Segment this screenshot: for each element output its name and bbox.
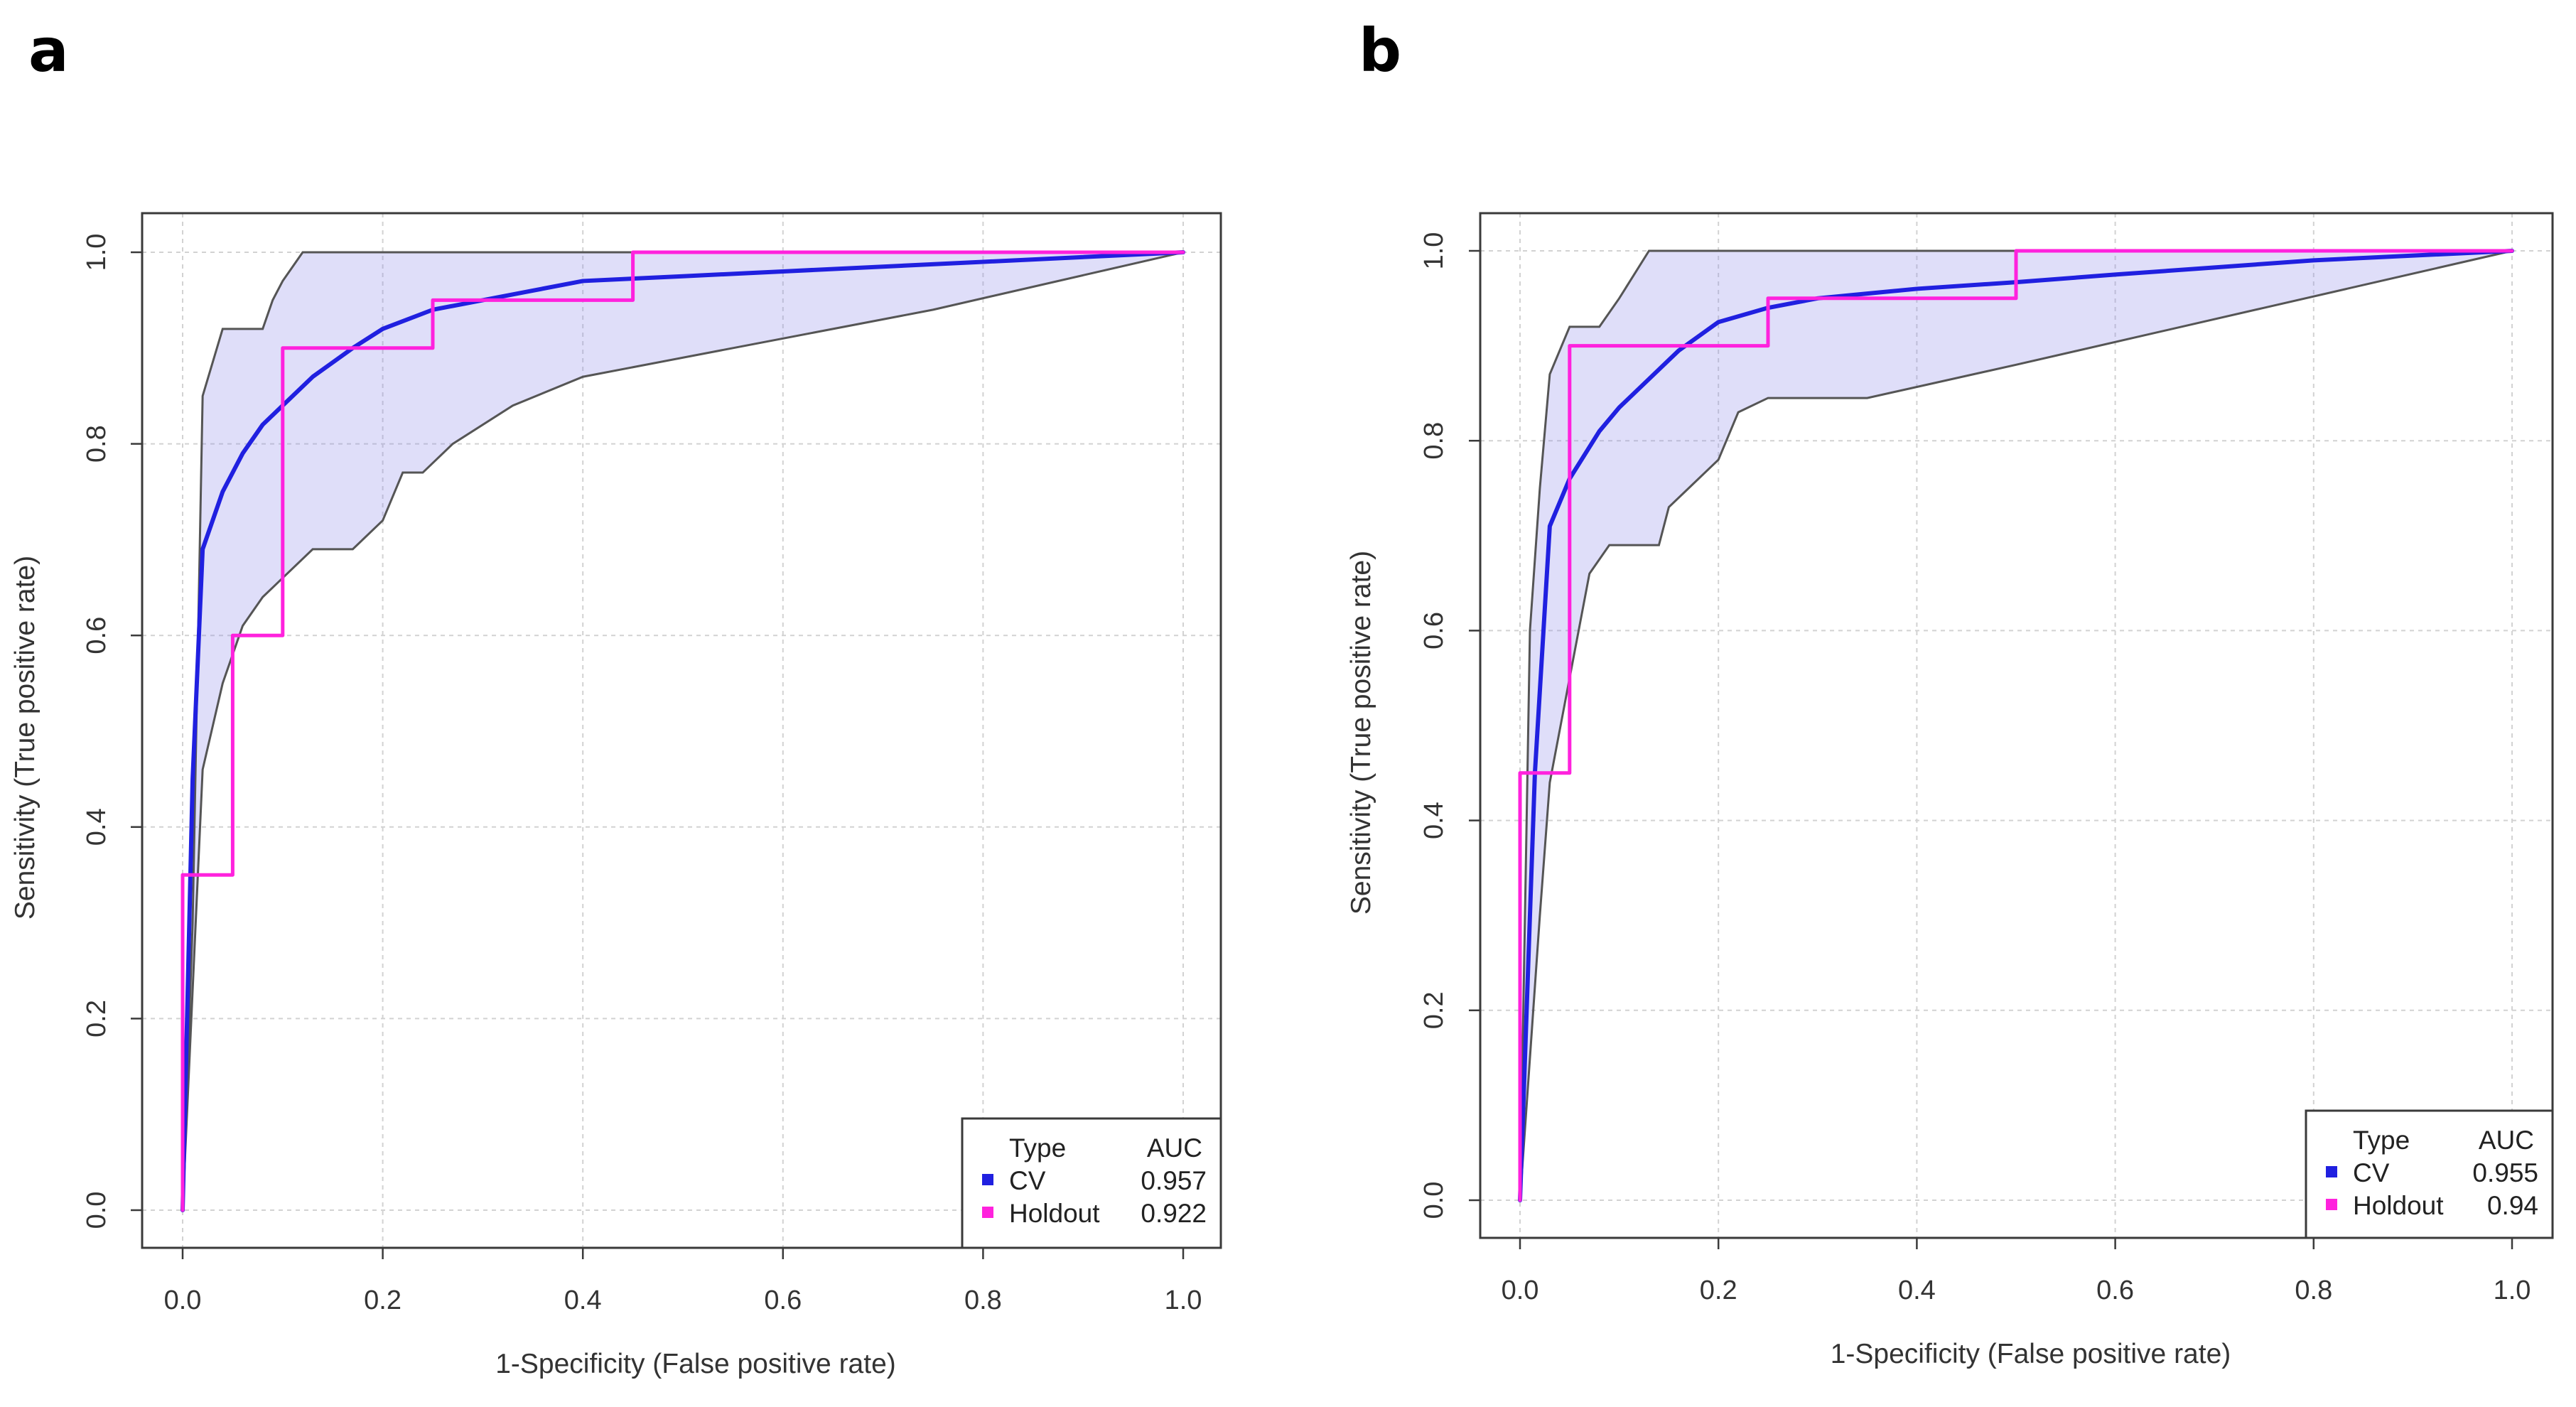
panel-b-y-tick-label: 0.6 bbox=[1419, 612, 1449, 649]
panel-b-y-tick-label: 1.0 bbox=[1419, 232, 1449, 270]
panel-b-y-tick-label: 0.2 bbox=[1419, 991, 1449, 1029]
panel-a-ci-band bbox=[183, 252, 1183, 1210]
panel-b-legend-label-cv: CV bbox=[2353, 1158, 2390, 1187]
panel-a-y-tick-label: 1.0 bbox=[82, 234, 112, 271]
panel-b-x-tick-label: 0.2 bbox=[1700, 1276, 1737, 1305]
panel-a-x-axis-label: 1-Specificity (False positive rate) bbox=[495, 1349, 896, 1379]
panel-b-x-tick-label: 0.6 bbox=[2096, 1276, 2134, 1305]
panel-a-x-tick-label: 1.0 bbox=[1165, 1285, 1202, 1315]
panel-a-y-tick-label: 0.4 bbox=[82, 808, 112, 846]
panel-b-legend: Type AUC CV 0.955 Holdout 0.94 bbox=[2306, 1111, 2553, 1238]
panel-b-x-tick-label: 0.4 bbox=[1898, 1276, 1936, 1305]
panel-a-legend-title-auc: AUC bbox=[1147, 1133, 1202, 1163]
panel-b-legend-swatch-holdout bbox=[2326, 1199, 2337, 1210]
panel-a-x-tick-label: 0.6 bbox=[764, 1285, 802, 1315]
panel-b-legend-title-auc: AUC bbox=[2479, 1126, 2534, 1155]
panel-b-panel-letter: b bbox=[1359, 16, 1401, 85]
panel-a-y-tick-label: 0.0 bbox=[82, 1192, 112, 1229]
panel-a-legend: Type AUC CV 0.957 Holdout 0.922 bbox=[962, 1118, 1221, 1248]
panel-b-legend-title-type: Type bbox=[2353, 1126, 2410, 1155]
panel-b-y-tick-label: 0.4 bbox=[1419, 802, 1449, 839]
panel-a-panel-letter: a bbox=[28, 16, 69, 85]
panel-b-y-axis-label: Sensitivity (True positive rate) bbox=[1346, 551, 1376, 915]
panel-a-y-tick-label: 0.2 bbox=[82, 1000, 112, 1037]
panel-a-y-tick-label: 0.6 bbox=[82, 617, 112, 654]
panel-b-x-axis-label: 1-Specificity (False positive rate) bbox=[1831, 1339, 2231, 1369]
panel-b-ci-band bbox=[1520, 251, 2512, 1200]
panel-a-x-tick-label: 0.8 bbox=[964, 1285, 1002, 1315]
panel-b-x-tick-label: 0.0 bbox=[1502, 1276, 1539, 1305]
panel-a-legend-label-cv: CV bbox=[1009, 1166, 1046, 1195]
roc-figure: a 0.0 0.2 0.4 0.6 0.8 1.0 0.0 0.2 0.4 0.6 0.8 1.0 1-S… bbox=[0, 0, 2576, 1407]
panel-b-legend-auc-cv: 0.955 bbox=[2472, 1158, 2538, 1187]
panel-a-legend-swatch-cv bbox=[982, 1174, 993, 1185]
panel-b-roc-chart: b 0.0 0.2 0.4 0.6 0.8 1.0 0.0 0.2 0.4 0.6 0.8 1.0 1-S… bbox=[1346, 16, 2553, 1369]
panel-b-y-tick-label: 0.8 bbox=[1419, 422, 1449, 460]
panel-a-x-tick-label: 0.0 bbox=[164, 1285, 202, 1315]
panel-b-y-tick-label: 0.0 bbox=[1419, 1182, 1449, 1219]
panel-a-x-tick-label: 0.4 bbox=[564, 1285, 602, 1315]
panel-a-y-tick-label: 0.8 bbox=[82, 425, 112, 463]
panel-a-legend-label-holdout: Holdout bbox=[1009, 1199, 1100, 1228]
panel-a-legend-title-type: Type bbox=[1009, 1133, 1066, 1163]
panel-b-x-tick-label: 0.8 bbox=[2295, 1276, 2332, 1305]
panel-a-legend-auc-cv: 0.957 bbox=[1141, 1166, 1207, 1195]
panel-b-legend-auc-holdout: 0.94 bbox=[2487, 1191, 2538, 1220]
panel-a-legend-swatch-holdout bbox=[982, 1207, 993, 1218]
panel-b-legend-label-holdout: Holdout bbox=[2353, 1191, 2444, 1220]
panel-b-x-tick-label: 1.0 bbox=[2494, 1276, 2531, 1305]
panel-a-y-axis-label: Sensitivity (True positive rate) bbox=[10, 556, 41, 920]
panel-a-legend-auc-holdout: 0.922 bbox=[1141, 1199, 1207, 1228]
panel-a-x-tick-label: 0.2 bbox=[364, 1285, 402, 1315]
panel-b-legend-swatch-cv bbox=[2326, 1166, 2337, 1177]
panel-a-roc-chart: a 0.0 0.2 0.4 0.6 0.8 1.0 0.0 0.2 0.4 0.6 0.8 1.0 1-S… bbox=[10, 16, 1221, 1379]
